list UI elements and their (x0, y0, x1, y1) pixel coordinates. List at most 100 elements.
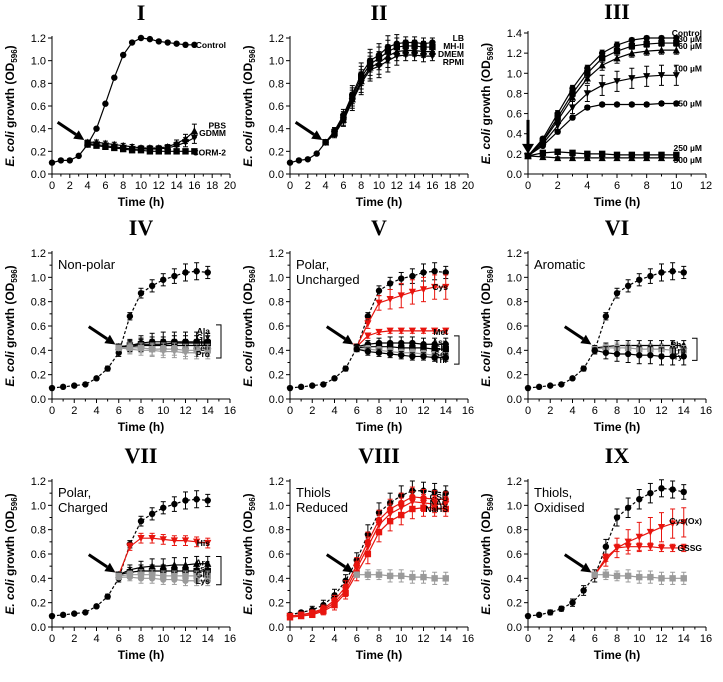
data-point (71, 610, 78, 617)
data-point (673, 100, 680, 107)
panel-title: IX (605, 443, 630, 468)
y-tick-label: 0.6 (507, 109, 522, 121)
series-nahs (286, 498, 449, 621)
series-label: Trp (673, 345, 686, 355)
y-tick-label: 0.6 (269, 101, 284, 113)
series-untreated (591, 569, 687, 585)
y-tick-label: 0.0 (507, 394, 522, 406)
data-point (120, 145, 127, 153)
y-tick-label: 1.0 (269, 56, 284, 68)
series-label: Leu (195, 343, 210, 353)
y-tick-label: 0.4 (269, 124, 284, 136)
data-point (170, 537, 178, 545)
data-point (602, 571, 610, 578)
data-point (364, 571, 372, 578)
y-tick-label: 0.6 (31, 321, 46, 333)
x-axis-label: Time (h) (118, 420, 164, 434)
series-60-m (524, 45, 680, 160)
y-tick-label: 1.2 (31, 33, 46, 45)
data-point (364, 320, 372, 328)
category-label-line: Aromatic (534, 257, 586, 272)
series-label: GSSG (677, 543, 702, 553)
data-point (409, 573, 416, 581)
data-point (554, 128, 561, 135)
data-point (657, 154, 666, 162)
data-point (342, 365, 349, 372)
series-label: NaHS (425, 504, 448, 514)
data-point (204, 349, 212, 357)
x-tick-label: 10 (157, 633, 169, 645)
data-point (146, 148, 154, 155)
data-point (569, 375, 576, 382)
y-tick-label: 0.0 (269, 622, 284, 634)
x-tick-label: 2 (305, 180, 311, 192)
data-point (584, 104, 591, 111)
x-tick-label: 0 (525, 633, 531, 645)
y-tick-label: 0.4 (269, 345, 284, 357)
data-point (580, 365, 587, 372)
y-tick-label: 1.2 (269, 33, 284, 45)
data-point (309, 611, 316, 619)
data-point (204, 269, 211, 276)
data-point (160, 504, 167, 511)
data-point (104, 365, 111, 372)
y-axis-label-text: growth (OD (3, 282, 17, 351)
x-tick-label: 14 (408, 180, 420, 192)
y-tick-label: 1.0 (269, 500, 284, 512)
data-point (137, 534, 145, 542)
data-point (442, 269, 449, 276)
x-tick-label: 2 (309, 633, 315, 645)
y-axis-label-text: growth (OD (241, 510, 255, 579)
y-tick-label: 1.0 (269, 272, 284, 284)
y-axis-label-species: E. coli (479, 351, 493, 387)
y-tick-label: 1.0 (507, 500, 522, 512)
x-axis-label: Time (h) (594, 648, 640, 662)
y-axis-label-text: growth (OD (241, 62, 255, 131)
data-point (628, 154, 636, 162)
data-point (386, 517, 394, 525)
category-label-line: Oxidised (534, 500, 585, 515)
data-point (182, 41, 189, 48)
x-tick-label: 0 (525, 180, 531, 192)
data-point (554, 148, 561, 156)
category-label-line: Non-polar (58, 257, 116, 272)
y-tick-label: 0.2 (269, 598, 284, 610)
y-tick-label: 0.2 (31, 598, 46, 610)
series-label: GSH (430, 492, 448, 502)
label-bracket (216, 324, 222, 359)
data-point (48, 384, 56, 392)
data-point (657, 72, 666, 80)
treatment-arrow (563, 553, 592, 573)
data-point (672, 154, 680, 162)
data-point (409, 344, 416, 352)
y-tick-label: 0.0 (31, 394, 46, 406)
data-point (330, 131, 339, 139)
x-tick-label: 8 (138, 633, 144, 645)
data-point (643, 47, 651, 55)
data-point (386, 350, 394, 358)
x-tick-label: 10 (395, 405, 407, 417)
x-tick-label: 14 (202, 405, 214, 417)
label-bracket (216, 556, 222, 586)
y-tick-label: 0.6 (269, 549, 284, 561)
data-point (643, 34, 650, 42)
data-point (431, 283, 439, 291)
series-label: GDMM (199, 128, 226, 138)
series-label: RPMI (443, 57, 464, 67)
y-tick-label: 1.2 (31, 248, 46, 260)
data-point (636, 276, 643, 283)
x-tick-label: 12 (655, 633, 667, 645)
y-tick-label: 1.0 (31, 500, 46, 512)
series-label: Control (672, 28, 702, 38)
data-point (583, 74, 591, 82)
series-line (51, 498, 208, 617)
data-point (680, 575, 687, 582)
data-point (148, 347, 156, 355)
series-label: Thr (434, 355, 448, 365)
arrow-head (580, 334, 592, 345)
series-label: PBS (209, 120, 227, 130)
x-tick-label: 6 (354, 405, 360, 417)
data-point (535, 383, 543, 391)
panel-IV: IV 0 2 4 6 8 10 12 14 16 0.0 0.2 0.4 0.6 0.8 1.0 1.2 Time… (3, 215, 236, 434)
x-tick-label: 8 (614, 633, 620, 645)
